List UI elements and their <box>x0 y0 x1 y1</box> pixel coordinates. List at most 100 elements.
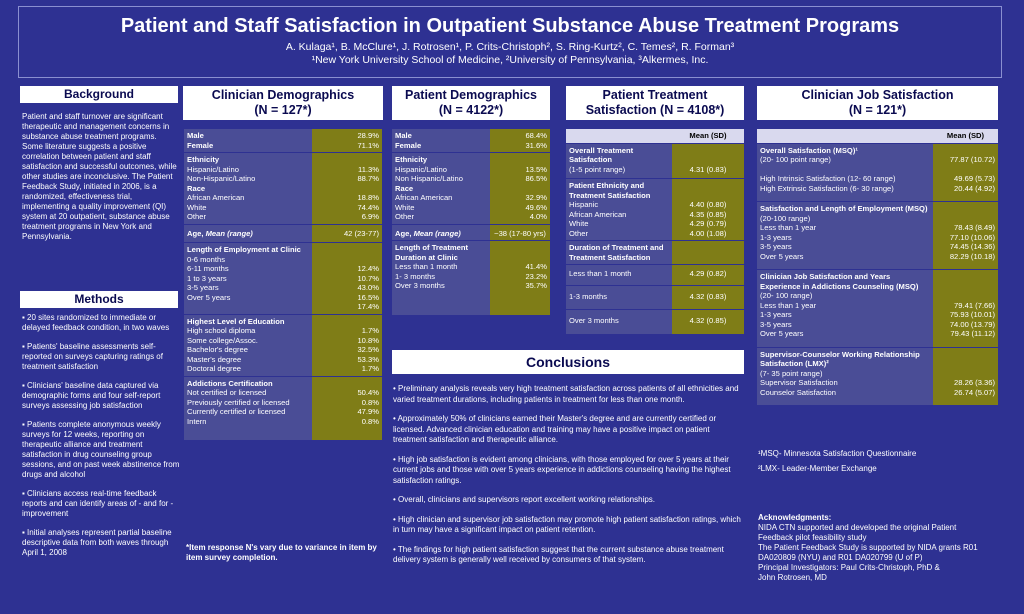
table-row: Length of Employment at Clinic 0-6 month… <box>184 243 382 315</box>
row-label: 1-3 months <box>566 285 672 309</box>
methods-item: ▪ Clinicians' baseline data captured via… <box>22 381 161 410</box>
row-label: Age, <box>395 228 414 238</box>
row-value: 23.2% <box>525 271 547 281</box>
table-row: Ethnicity Hispanic/Latino Non-Hispanic/L… <box>184 153 382 225</box>
row-label: 1- 3 months <box>395 271 436 281</box>
row-value: 4.31 (0.83) <box>672 143 744 178</box>
row-label: White <box>395 202 415 212</box>
ack-line: NIDA CTN supported and developed the ori… <box>758 523 957 542</box>
row-value: 4.0% <box>529 212 547 221</box>
row-value: 86.5% <box>525 174 547 183</box>
table-row: Male Female 68.4% 31.6% <box>392 129 550 153</box>
clinician-job-table: Mean (SD) Overall Satisfaction (MSQ)¹ (2… <box>757 129 998 405</box>
row-label: Mean (range) <box>413 228 461 238</box>
heading-line: (N = 127*) <box>254 103 312 117</box>
row-value: 79.41 (7.66) <box>954 300 995 310</box>
patient-demographics-heading: Patient Demographics (N = 4122*) <box>392 86 550 120</box>
row-label: Patient Ethnicity and Treatment Satisfac… <box>569 181 651 200</box>
authors: A. Kulaga¹, B. McClure¹, J. Rotrosen¹, P… <box>285 41 735 53</box>
row-label: 3-5 years <box>187 283 219 292</box>
row-label: African American <box>395 193 453 202</box>
heading-line: Clinician Demographics <box>211 88 355 102</box>
row-label: Highest Level of Education <box>187 316 285 326</box>
patient-treatment-heading: Patient Treatment Satisfaction (N = 4108… <box>566 86 744 120</box>
row-label: Over 5 years <box>187 292 231 302</box>
row-label: Female <box>395 140 422 150</box>
row-value: 47.9% <box>357 407 379 416</box>
row-label: Over 5 years <box>760 329 804 338</box>
conclusion-item: • High job satisfaction is evident among… <box>393 454 731 485</box>
footnote-msq: ¹MSQ- Minnesota Satisfaction Questionnai… <box>758 449 917 458</box>
row-label: (7- 35 point range) <box>760 368 823 378</box>
row-value: 4.40 (0.80) <box>689 200 727 209</box>
row-label: Less than 1 month <box>566 265 672 285</box>
row-label: Length of Employment at Clinic <box>187 245 301 254</box>
row-value: ~38 (17-80 yrs) <box>490 224 550 240</box>
row-label: Hispanic <box>569 200 599 209</box>
acknowledgments: Acknowledgments: NIDA CTN supported and … <box>758 513 983 583</box>
column-header: Mean (SD) <box>672 129 744 143</box>
row-value: 0.8% <box>361 416 379 426</box>
table-row: Addictions Certification Not certified o… <box>184 376 382 440</box>
row-label: Length of Treatment Duration at Clinic <box>395 243 468 262</box>
table-row: Supervisor-Counselor Working Relationshi… <box>757 347 998 405</box>
row-value: 53.3% <box>357 354 379 364</box>
row-label: Less than 1 month <box>395 262 458 271</box>
row-value: 31.6% <box>525 140 547 150</box>
row-label: Race <box>187 183 206 193</box>
row-label: Hispanic/Latino <box>187 164 239 174</box>
row-value: 78.43 (8.49) <box>954 223 995 232</box>
table-row: Overall Treatment Satisfaction (1-5 point… <box>566 143 744 179</box>
row-label: Less than 1 year <box>760 223 817 232</box>
row-label: 1 to 3 years <box>187 273 227 283</box>
row-label: Bachelor's degree <box>187 345 248 354</box>
row-label: 6-11 months <box>187 264 229 273</box>
row-value: 41.4% <box>525 262 547 271</box>
row-value: 0.8% <box>361 397 379 407</box>
row-label: 3-5 years <box>760 242 792 251</box>
clinician-demographics-table: Male Female 28.9% 71.1% Ethnicity Hispanic… <box>184 129 382 440</box>
row-value: 32.9% <box>525 193 547 202</box>
row-label: Less than 1 year <box>760 300 817 310</box>
row-value: 20.44 (4.92) <box>954 183 995 193</box>
row-value: 71.1% <box>357 140 379 150</box>
row-label: White <box>569 219 589 228</box>
poster-title: Patient and Staff Satisfaction in Outpat… <box>120 15 900 37</box>
table-row: Less than 1 month 4.29 (0.82) <box>566 265 744 286</box>
table-row: Clinician Job Satisfaction and Years Exp… <box>757 270 998 348</box>
ack-line: The Patient Feedback Study is supported … <box>758 543 978 562</box>
row-value: 6.9% <box>361 212 379 221</box>
table-row: Male Female 28.9% 71.1% <box>184 129 382 153</box>
row-value: 28.9% <box>357 131 379 140</box>
row-value: 50.4% <box>357 388 379 397</box>
table-row: Highest Level of Education High school d… <box>184 314 382 377</box>
row-value: 1.7% <box>361 326 379 335</box>
row-label: Counselor Satisfaction <box>760 387 836 397</box>
row-label: Other <box>569 228 588 238</box>
row-label: Non Hispanic/Latino <box>395 174 463 183</box>
methods-item: ▪ Patients complete anonymous weekly sur… <box>22 420 180 479</box>
conclusions-list: • Preliminary analysis reveals very high… <box>393 384 743 566</box>
row-label: 0-6 months <box>187 254 225 264</box>
row-label: (20- 100 point range) <box>760 155 831 164</box>
row-label: Male <box>187 131 204 140</box>
row-value: 79.43 (11.12) <box>950 329 995 338</box>
row-label: African American <box>569 209 627 219</box>
patient-demographics-table: Male Female 68.4% 31.6% Ethnicity Hispanic… <box>392 129 550 315</box>
row-label: 3-5 years <box>760 319 792 329</box>
row-value: 26.74 (5.07) <box>954 387 995 397</box>
table-row: Patient Ethnicity and Treatment Satisfac… <box>566 179 744 241</box>
table-row: Age, Mean (range) 42 (23-77) <box>184 224 382 243</box>
heading-line: Satisfaction (N = 4108*) <box>585 103 725 117</box>
row-value: 12.4% <box>357 264 379 273</box>
row-value: 4.32 (0.83) <box>672 285 744 309</box>
row-label: Doctoral degree <box>187 364 242 373</box>
row-value: 28.26 (3.36) <box>954 378 995 387</box>
column-header: Mean (SD) <box>933 129 998 143</box>
patient-treatment-table: Mean (SD) Overall Treatment Satisfaction… <box>566 129 744 334</box>
row-label: Overall Treatment Satisfaction <box>569 145 634 165</box>
row-label: Other <box>187 212 206 221</box>
table-row: Mean (SD) <box>757 129 998 144</box>
table-row: Age, Mean (range) ~38 (17-80 yrs) <box>392 224 550 241</box>
